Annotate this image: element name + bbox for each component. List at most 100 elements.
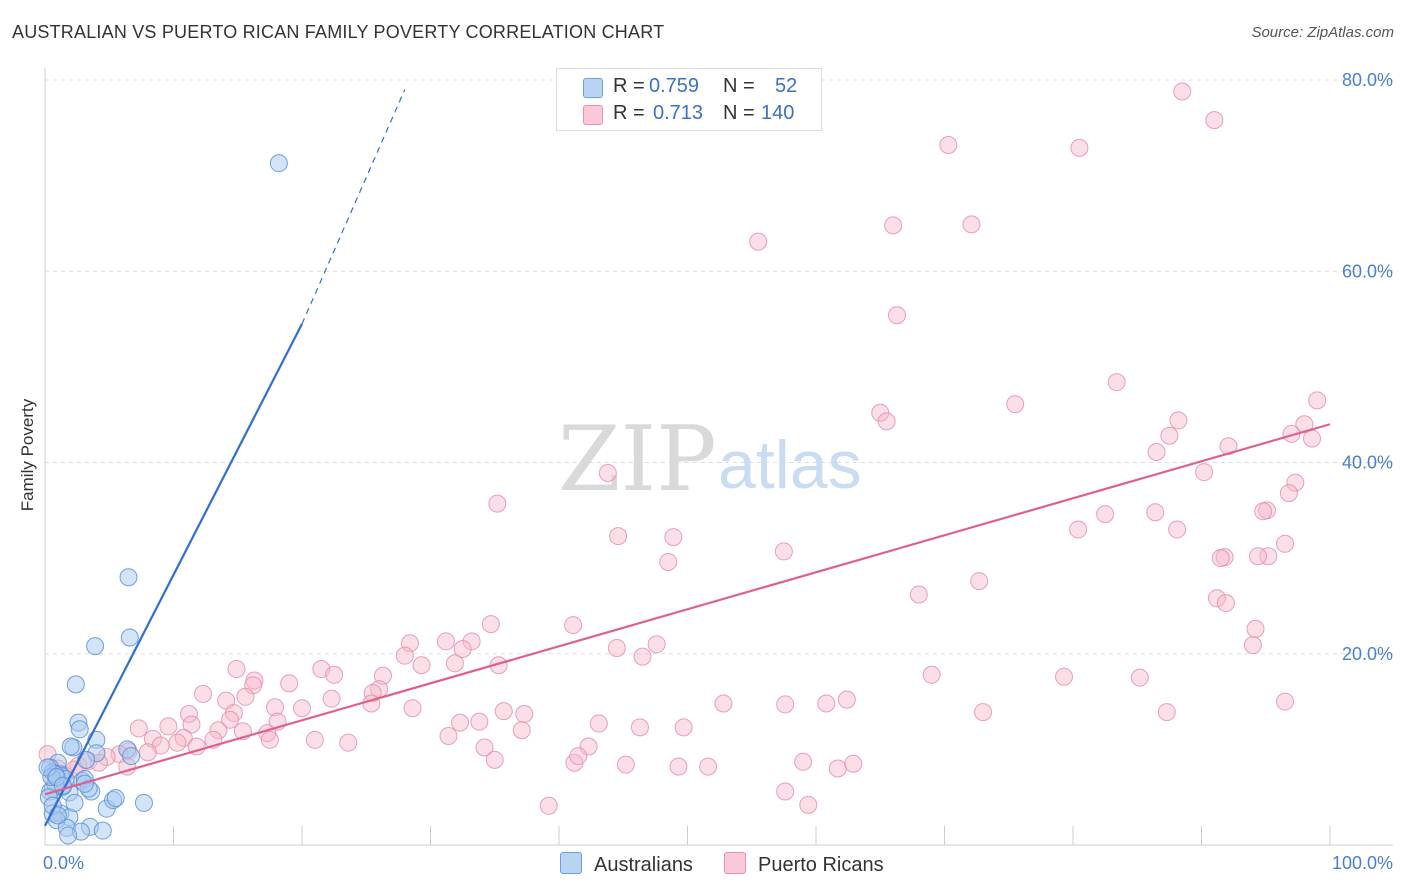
puerto-ricans-point bbox=[1070, 138, 1089, 157]
puerto-ricans-point bbox=[970, 572, 989, 591]
puerto-ricans-point bbox=[1173, 82, 1192, 101]
puerto-ricans-point bbox=[182, 715, 201, 734]
puerto-ricans-point bbox=[445, 654, 464, 673]
puerto-ricans-point bbox=[609, 527, 628, 546]
puerto-ricans-point bbox=[564, 616, 583, 635]
puerto-ricans-point bbox=[774, 542, 793, 561]
puerto-ricans-point bbox=[129, 719, 148, 738]
puerto-ricans-point bbox=[799, 795, 818, 814]
puerto-ricans-point bbox=[714, 694, 733, 713]
puerto-ricans-point bbox=[664, 528, 683, 547]
puerto-ricans-point bbox=[589, 714, 608, 733]
x-tick-label-max: 100.0% bbox=[1332, 853, 1393, 873]
australians-point bbox=[106, 789, 125, 808]
legend-r-label: R = bbox=[613, 75, 645, 97]
bottom-legend-label: Puerto Ricans bbox=[758, 854, 884, 876]
puerto-ricans-point bbox=[159, 717, 178, 736]
puerto-ricans-point bbox=[221, 710, 240, 729]
puerto-ricans-point bbox=[1207, 589, 1226, 608]
puerto-ricans-point bbox=[485, 750, 504, 769]
puerto-ricans-point bbox=[1006, 395, 1025, 414]
y-tick-label: 40.0% bbox=[1342, 453, 1393, 473]
puerto-ricans-point bbox=[179, 704, 198, 723]
puerto-ricans-point bbox=[633, 647, 652, 666]
puerto-ricans-point bbox=[1303, 429, 1322, 448]
puerto-ricans-point bbox=[647, 635, 666, 654]
puerto-ricans-point bbox=[1246, 619, 1265, 638]
watermark-atlas: atlas bbox=[718, 427, 862, 503]
puerto-ricans-point bbox=[462, 632, 481, 651]
source-credit: Source: ZipAtlas.com bbox=[1251, 24, 1394, 41]
puerto-ricans-point bbox=[616, 755, 635, 774]
puerto-ricans-point bbox=[325, 665, 344, 684]
legend-r-value: 0.713 bbox=[653, 102, 704, 124]
australians-point bbox=[70, 720, 89, 739]
puerto-ricans-point bbox=[451, 713, 470, 732]
legend-r-value: 0.759 bbox=[649, 75, 700, 97]
puerto-ricans-point bbox=[1107, 373, 1126, 392]
puerto-ricans-point bbox=[209, 721, 228, 740]
puerto-ricans-point bbox=[475, 738, 494, 757]
puerto-ricans-point bbox=[1276, 692, 1295, 711]
australians-point bbox=[134, 793, 153, 812]
puerto-ricans-point bbox=[1055, 667, 1074, 686]
puerto-ricans-trend-line bbox=[44, 423, 1331, 796]
puerto-ricans-point bbox=[138, 743, 157, 762]
puerto-ricans-point bbox=[699, 757, 718, 776]
y-axis-label: Family Poverty bbox=[18, 398, 37, 512]
puerto-ricans-point bbox=[749, 232, 768, 251]
puerto-ricans-point bbox=[1069, 520, 1088, 539]
puerto-ricans-point bbox=[168, 733, 187, 752]
puerto-ricans-point bbox=[515, 704, 534, 723]
watermark-zip: ZIP bbox=[558, 407, 717, 512]
australians-point bbox=[77, 750, 96, 769]
puerto-ricans-point bbox=[453, 639, 472, 658]
puerto-ricans-point bbox=[1259, 547, 1278, 566]
bottom-legend-swatch-blue bbox=[560, 852, 582, 874]
puerto-ricans-point bbox=[909, 585, 928, 604]
puerto-ricans-point bbox=[659, 552, 678, 571]
puerto-ricans-point bbox=[1308, 391, 1327, 410]
puerto-ricans-point bbox=[1243, 636, 1262, 655]
puerto-ricans-point bbox=[1130, 668, 1149, 687]
puerto-ricans-point bbox=[1279, 484, 1298, 503]
puerto-ricans-point bbox=[236, 687, 255, 706]
bottom-legend-australians: Australians bbox=[560, 852, 693, 877]
puerto-ricans-point bbox=[1286, 473, 1305, 492]
puerto-ricans-point bbox=[828, 759, 847, 778]
australians-point bbox=[65, 793, 84, 812]
puerto-ricans-point bbox=[1168, 520, 1187, 539]
puerto-ricans-point bbox=[939, 136, 958, 155]
puerto-ricans-point bbox=[1254, 502, 1273, 521]
y-tick-label: 60.0% bbox=[1342, 261, 1393, 281]
puerto-ricans-point bbox=[1169, 411, 1188, 430]
bottom-legend-puerto-ricans: Puerto Ricans bbox=[724, 852, 884, 877]
puerto-ricans-point bbox=[494, 702, 513, 721]
puerto-ricans-point bbox=[322, 689, 341, 708]
australians-point bbox=[86, 637, 105, 656]
legend-r-label: R = bbox=[613, 102, 645, 124]
australians-point bbox=[93, 821, 112, 840]
puerto-ricans-point bbox=[488, 494, 507, 513]
puerto-ricans-point bbox=[470, 712, 489, 731]
stats-legend: R = 0.759 N = 52 R = 0.713 N = 140 bbox=[556, 68, 822, 131]
puerto-ricans-point bbox=[260, 730, 279, 749]
legend-n-label: N = bbox=[723, 102, 755, 124]
puerto-ricans-point bbox=[1157, 703, 1176, 722]
australians-point bbox=[122, 747, 141, 766]
y-tick-label: 20.0% bbox=[1342, 644, 1393, 664]
puerto-ricans-point bbox=[607, 639, 626, 658]
puerto-ricans-point bbox=[1249, 547, 1268, 566]
legend-swatch-blue bbox=[583, 78, 603, 98]
australians-point bbox=[59, 826, 78, 845]
puerto-ricans-point bbox=[293, 699, 311, 718]
puerto-ricans-point bbox=[1096, 505, 1115, 524]
bottom-legend-swatch-pink bbox=[724, 852, 746, 874]
bottom-legend-label: Australians bbox=[594, 854, 693, 876]
puerto-ricans-point bbox=[439, 726, 458, 745]
puerto-ricans-point bbox=[598, 464, 617, 483]
puerto-ricans-point bbox=[395, 646, 414, 665]
puerto-ricans-point bbox=[1147, 442, 1166, 461]
puerto-ricans-point bbox=[630, 718, 649, 737]
australians-point bbox=[48, 806, 67, 825]
